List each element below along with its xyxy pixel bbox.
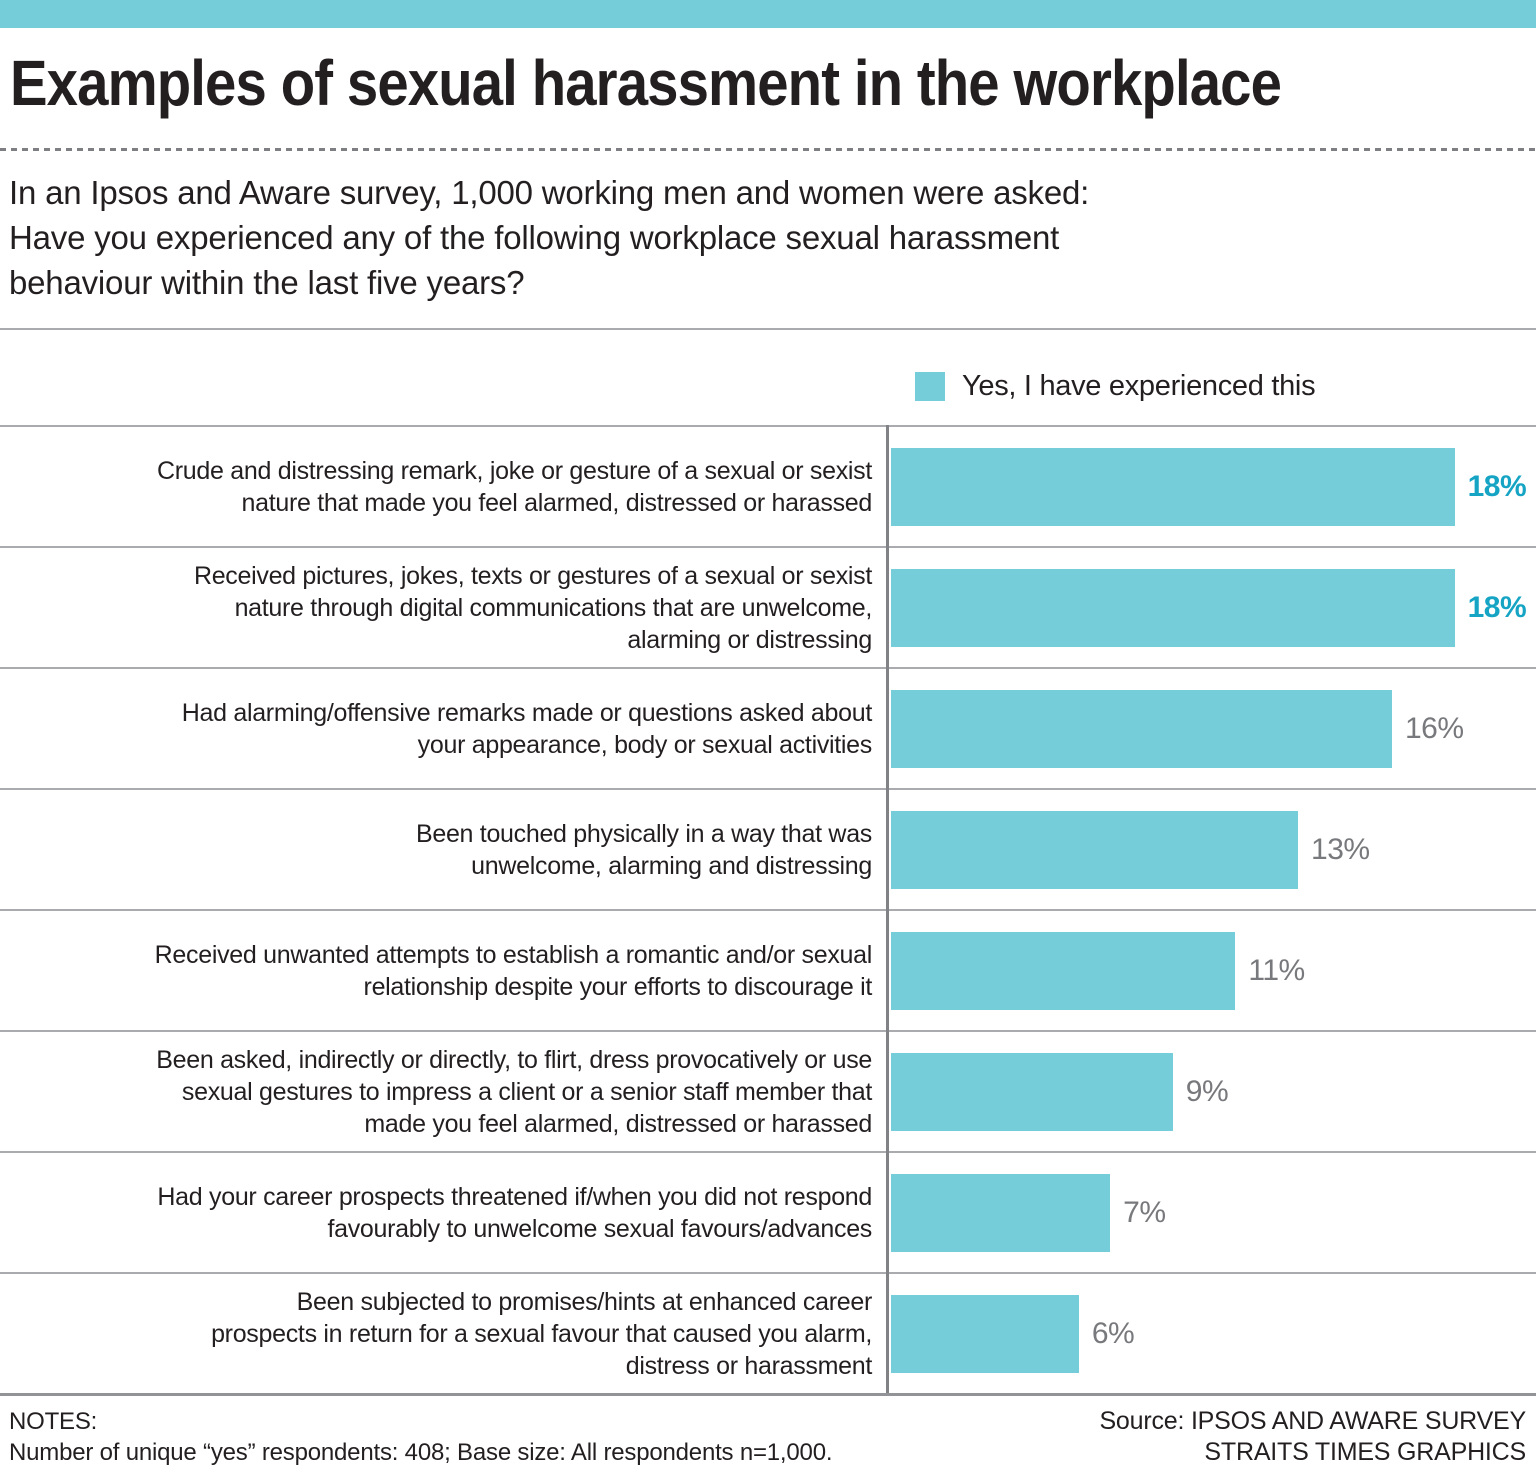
plot-area: 7%	[891, 1153, 1536, 1272]
bar	[891, 931, 1236, 1010]
category-label: Been subjected to promises/hints at enha…	[211, 1287, 872, 1380]
category-label: Been asked, indirectly or directly, to f…	[156, 1045, 872, 1138]
top-accent-strip	[0, 0, 1536, 28]
category-label: Had your career prospects threatened if/…	[157, 1182, 872, 1243]
baseline-axis	[886, 425, 889, 1393]
chart-row: Crude and distressing remark, joke or ge…	[0, 425, 1536, 546]
bar-chart: Crude and distressing remark, joke or ge…	[0, 425, 1536, 1396]
bar	[891, 568, 1455, 647]
plot-area: 6%	[891, 1274, 1536, 1393]
notes-title: NOTES:	[9, 1408, 98, 1435]
plot-area: 11%	[891, 911, 1536, 1030]
category-label: Been touched physically in a way that wa…	[415, 819, 872, 880]
plot-area: 18%	[891, 548, 1536, 667]
value-label: 7%	[1123, 1195, 1166, 1229]
plot-area: 16%	[891, 669, 1536, 788]
value-label: 11%	[1248, 953, 1305, 987]
plot-area: 18%	[891, 427, 1536, 546]
plot-area: 9%	[891, 1032, 1536, 1151]
chart-row: Received unwanted attempts to establish …	[0, 909, 1536, 1030]
notes-block: NOTES: Number of unique “yes” respondent…	[9, 1406, 833, 1468]
category-label: Had alarming/offensive remarks made or q…	[181, 698, 873, 759]
chart-row: Had your career prospects threatened if/…	[0, 1151, 1536, 1272]
dashed-divider	[0, 148, 1536, 151]
category-label: Crude and distressing remark, joke or ge…	[157, 456, 872, 517]
category-label: Received pictures, jokes, texts or gestu…	[193, 561, 872, 654]
value-label: 16%	[1404, 711, 1464, 745]
survey-question-text: In an Ipsos and Aware survey, 1,000 work…	[9, 174, 1090, 301]
chart-row: Been touched physically in a way that wa…	[0, 788, 1536, 909]
value-label: 9%	[1185, 1074, 1229, 1108]
bar	[891, 689, 1392, 768]
chart-row: Received pictures, jokes, texts or gestu…	[0, 546, 1536, 667]
chart-row: Had alarming/offensive remarks made or q…	[0, 667, 1536, 788]
bar	[891, 1173, 1111, 1252]
source-line: Source: IPSOS AND AWARE SURVEY	[1099, 1407, 1526, 1435]
value-label: 18%	[1467, 469, 1527, 503]
plot-area: 13%	[891, 790, 1536, 909]
legend: Yes, I have experienced this	[915, 370, 1316, 403]
legend-swatch-icon	[915, 372, 945, 401]
legend-label: Yes, I have experienced this	[962, 370, 1316, 402]
source-block: Source: IPSOS AND AWARE SURVEY STRAITS T…	[1099, 1406, 1526, 1468]
value-label: 13%	[1311, 832, 1370, 866]
section-divider	[0, 328, 1536, 330]
source-line: STRAITS TIMES GRAPHICS	[1204, 1438, 1526, 1466]
bar	[891, 810, 1299, 889]
value-label: 18%	[1467, 590, 1527, 624]
bar	[891, 1294, 1079, 1373]
bar	[891, 1052, 1173, 1131]
chart-row: Been subjected to promises/hints at enha…	[0, 1272, 1536, 1393]
value-label: 6%	[1091, 1316, 1135, 1350]
category-label: Received unwanted attempts to establish …	[154, 940, 873, 1001]
page-title: Examples of sexual harassment in the wor…	[10, 47, 1282, 119]
notes-body: Number of unique “yes” respondents: 408;…	[9, 1439, 833, 1466]
chart-row: Been asked, indirectly or directly, to f…	[0, 1030, 1536, 1151]
bar	[891, 447, 1455, 526]
